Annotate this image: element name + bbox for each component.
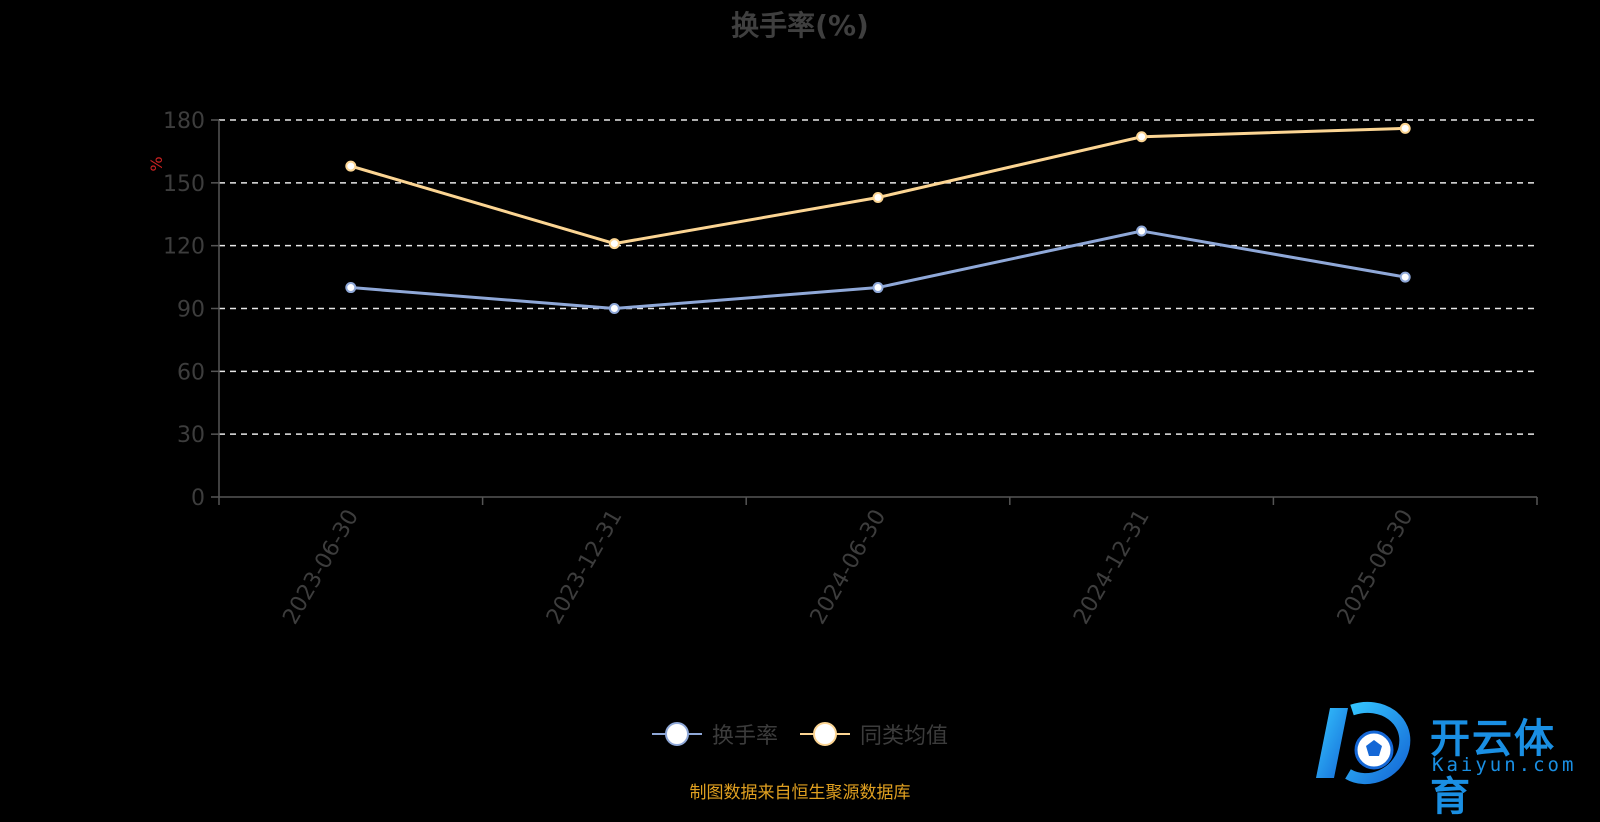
x-tick-label-2025-06-30: 2025-06-30: [1333, 506, 1419, 629]
data-point-0-4: [1399, 271, 1411, 283]
y-tick-label-120: 120: [163, 235, 205, 260]
data-point-0-3: [1136, 225, 1148, 237]
legend-label-turnover: 换手率: [711, 724, 778, 749]
chart-title: 换手率(%): [731, 9, 869, 42]
data-point-1-0: [345, 160, 357, 172]
data-point-0-1: [608, 303, 620, 314]
legend-swatch-peer-average: [800, 720, 850, 748]
data-point-1-2: [872, 191, 884, 203]
data-point-1-3: [1136, 131, 1148, 143]
legend-item-peer-average[interactable]: 同类均值: [800, 718, 948, 750]
x-tick-label-2024-12-31: 2024-12-31: [1069, 506, 1155, 629]
brand-name-en: Kaiyun.com: [1432, 754, 1577, 776]
y-tick-label-60: 60: [177, 360, 205, 385]
chart-canvas: 0 30 60 90 120 150 180% 2023-06-30 2023-12-31 202…: [147, 109, 1538, 629]
data-point-0-0: [345, 282, 357, 294]
y-tick-label-180: 180: [163, 109, 205, 134]
x-tick-label-2023-12-31: 2023-12-31: [542, 506, 628, 629]
data-point-1-4: [1399, 122, 1411, 134]
y-tick-label-90: 90: [177, 298, 205, 323]
kaiyun-logo-icon: [1316, 701, 1411, 785]
x-tick-label-2024-06-30: 2024-06-30: [806, 506, 892, 629]
legend-swatch-turnover: [651, 720, 702, 748]
y-tick-label-0: 0: [191, 486, 205, 511]
source-note: 制图数据来自恒生聚源数据库: [689, 783, 911, 803]
legend: 换手率 同类均值: [0, 718, 1600, 750]
x-tick-label-2023-06-30: 2023-06-30: [278, 506, 364, 629]
data-point-1-1: [608, 238, 620, 250]
y-axis-label: %: [147, 156, 166, 171]
series-line-1: [350, 126, 1406, 246]
data-point-0-2: [872, 282, 884, 294]
legend-item-turnover[interactable]: 换手率: [651, 718, 778, 750]
brand-logo: 开云体育 Kaiyun.com: [1312, 700, 1592, 820]
y-tick-label-30: 30: [177, 423, 205, 448]
series-line-0: [350, 229, 1406, 311]
y-tick-label-150: 150: [163, 172, 205, 197]
legend-label-peer-average: 同类均值: [860, 724, 949, 749]
